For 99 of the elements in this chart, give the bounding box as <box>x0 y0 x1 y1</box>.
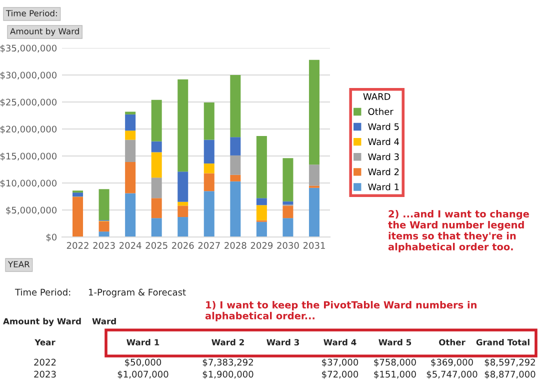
bar <box>151 178 162 198</box>
text: $1,007,000 <box>118 370 168 379</box>
bar <box>98 189 110 220</box>
text: Time Period: <box>14 288 70 296</box>
text: Ward 5 <box>378 338 412 346</box>
y-tick-label: $15,000,000 <box>0 152 57 161</box>
bar <box>125 193 136 237</box>
bar <box>204 140 214 164</box>
text: $50,000 <box>125 358 162 367</box>
bar <box>230 181 241 237</box>
y-tick-label: $10,000,000 <box>0 180 57 188</box>
text: $758,000 <box>374 358 416 367</box>
bar <box>282 218 294 237</box>
text: Ward <box>92 318 116 324</box>
bar <box>230 75 241 138</box>
bar <box>230 174 241 182</box>
text: Other <box>439 338 466 346</box>
bar <box>151 218 162 237</box>
bar <box>178 202 188 206</box>
legend-label: Ward 2 <box>368 168 399 176</box>
text: $7,383,292 <box>202 358 253 367</box>
x-tick-label: 2024 <box>119 242 142 249</box>
x-tick-label: 2027 <box>198 242 220 249</box>
text: 2022 <box>34 358 56 366</box>
bar <box>308 164 320 186</box>
text: 1) I want to keep the PivotTable Ward numbers in alphabetical order... <box>205 301 476 322</box>
bar <box>178 79 188 172</box>
bar <box>204 102 214 140</box>
text: $8,597,292 <box>484 358 535 367</box>
text: $37,000 <box>322 358 358 367</box>
legend-label: Ward 3 <box>368 153 399 160</box>
text: YEAR <box>8 261 30 268</box>
bar <box>230 155 241 175</box>
bar <box>151 141 162 152</box>
bar <box>98 221 110 232</box>
y-tick-label: $20,000,000 <box>0 126 57 134</box>
bar <box>178 206 188 218</box>
text: Ward 4 <box>324 338 356 346</box>
text: 2023 <box>34 370 56 378</box>
bar <box>151 152 162 178</box>
y-tick-label: $5,000,000 <box>6 206 57 215</box>
legend-title: WARD <box>363 93 390 100</box>
bar <box>125 112 136 114</box>
x-tick-label: 2026 <box>172 242 194 249</box>
bar <box>204 173 214 192</box>
bar <box>125 162 136 194</box>
bar <box>178 172 188 202</box>
text: Grand Total <box>476 338 530 346</box>
bar <box>178 217 188 237</box>
y-tick-label: $35,000,000 <box>0 44 57 53</box>
bar <box>125 114 136 131</box>
x-tick-label: 2022 <box>66 242 88 249</box>
bar <box>256 136 267 198</box>
x-tick-label: 2030 <box>277 242 299 249</box>
bar <box>308 188 320 237</box>
bar <box>151 100 162 142</box>
x-tick-label: 2023 <box>93 242 115 249</box>
text: $151,000 <box>374 370 416 379</box>
bar <box>256 205 267 220</box>
text: $369,000 <box>431 358 473 367</box>
x-tick-label: 2028 <box>224 242 246 249</box>
text: Ward 1 <box>126 338 160 346</box>
legend-label: Other <box>368 108 394 116</box>
bar <box>72 196 84 237</box>
bar <box>230 137 241 156</box>
bar <box>256 222 267 237</box>
x-tick-label: 2031 <box>303 242 325 249</box>
legend-label: Ward 1 <box>368 183 399 190</box>
bar <box>125 140 136 162</box>
y-tick-label: $30,000,000 <box>0 72 57 80</box>
bar <box>204 164 214 174</box>
bar <box>282 158 294 202</box>
text: Time Period: <box>6 10 57 16</box>
bar <box>98 232 110 237</box>
text: Year <box>34 339 56 346</box>
bar <box>125 130 136 140</box>
text: Ward 3 <box>266 338 299 346</box>
text: 1-Program & Forecast <box>88 288 186 298</box>
text: Amount by Ward <box>10 28 79 36</box>
text: $5,747,000 <box>426 370 478 379</box>
x-tick-label: 2029 <box>250 242 273 249</box>
text: $8,877,000 <box>484 370 536 379</box>
y-tick-label: $0 <box>46 234 57 242</box>
text: $72,000 <box>322 370 358 379</box>
text: 2) ...and I want to change the Ward number legend items so that they're in alphabetical order too. <box>388 210 529 252</box>
bar <box>204 191 214 237</box>
bar <box>282 201 294 205</box>
text: Amount by Ward <box>3 318 81 326</box>
legend-label: Ward 4 <box>368 138 400 146</box>
x-tick-label: 2025 <box>146 242 168 249</box>
text: $1,900,000 <box>202 370 254 379</box>
bar <box>151 198 162 218</box>
y-tick-label: $25,000,000 <box>0 98 57 107</box>
bar <box>72 192 84 197</box>
bar <box>256 198 267 206</box>
bar <box>282 206 294 218</box>
legend-label: Ward 5 <box>368 123 399 130</box>
text: Ward 2 <box>212 338 244 346</box>
bar <box>308 60 320 165</box>
